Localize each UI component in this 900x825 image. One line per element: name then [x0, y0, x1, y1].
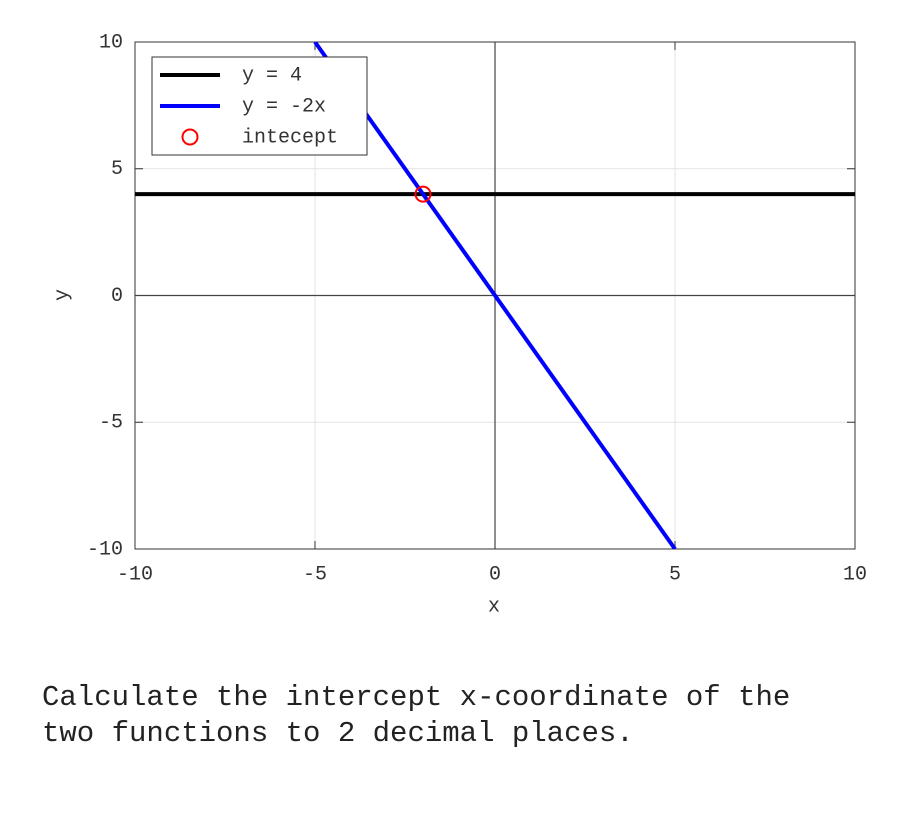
- scatter-point: [414, 185, 432, 203]
- x-axis-label: x: [488, 595, 500, 618]
- x-tick-label: -10: [117, 563, 153, 586]
- y-tick-label: -10: [87, 538, 123, 561]
- plot-frame: [134, 41, 856, 550]
- x-tick-label: -5: [303, 563, 327, 586]
- x-tick-label: 10: [843, 563, 867, 586]
- x-tick-label: 0: [489, 563, 501, 586]
- legend-label: y = 4: [242, 64, 302, 87]
- plot-area: [135, 42, 855, 549]
- legend-marker: [181, 128, 199, 146]
- y-axis-label: y: [51, 289, 74, 301]
- series-line: [313, 42, 677, 549]
- y-tick-label: 5: [111, 158, 123, 181]
- y-tick-label: 0: [111, 285, 123, 308]
- legend-label: y = -2x: [242, 95, 326, 118]
- y-tick-label: -5: [99, 412, 123, 435]
- chart: x y -10 -5 0 5 10 -10 -5 0 5 10 y = 4 y = -2x intece…: [51, 31, 867, 618]
- x-tick-label: 5: [669, 563, 681, 586]
- question-text: Calculate the intercept x-coordinate of …: [42, 681, 791, 750]
- legend-label: intecept: [242, 126, 338, 149]
- y-tick-label: 10: [99, 31, 123, 54]
